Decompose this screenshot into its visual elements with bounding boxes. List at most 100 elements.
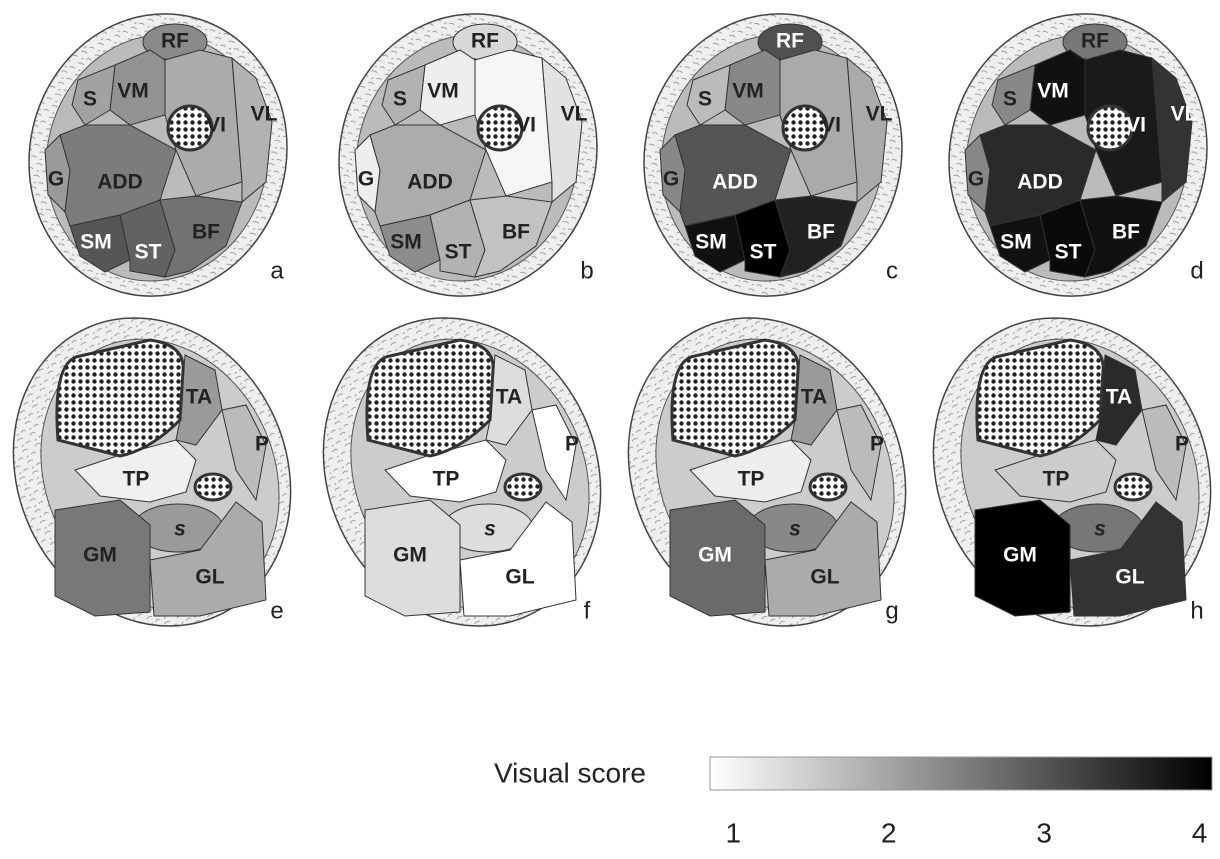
colorbar-tick-label: 3 (1036, 817, 1052, 848)
muscle (1069, 501, 1187, 617)
muscle (469, 195, 553, 278)
muscle-label: S (393, 88, 407, 111)
muscle-label: GM (698, 544, 732, 567)
muscle-label: P (870, 433, 884, 456)
colorbar-tick-label: 2 (881, 817, 897, 848)
muscle-label: ADD (97, 171, 143, 194)
muscle (379, 214, 441, 273)
tibia (55, 338, 185, 458)
fibula (1113, 472, 1153, 502)
muscle-label: SM (1000, 231, 1032, 254)
muscle-label: P (565, 433, 579, 456)
panels: RF VM S VI VL G ADD SM ST BF a RF VM S VI VL G ADD SM ST BF b… (12, 13, 1212, 627)
muscle-label: ST (445, 241, 472, 264)
panel-letter: g (885, 597, 898, 624)
muscle-label: TA (186, 386, 212, 409)
muscle (149, 501, 267, 617)
colorbar-ticks: 1 2 3 4 (726, 817, 1208, 848)
muscle-label: BF (502, 221, 530, 244)
muscle-label: TP (123, 468, 150, 491)
panel-letter: h (1190, 597, 1203, 624)
muscle (669, 499, 766, 617)
muscle-label: GL (195, 566, 224, 589)
cross-section: RF VM S VI VL G ADD SM ST BF c (643, 13, 903, 297)
muscle-label: GM (393, 544, 427, 567)
muscle-label: s (789, 518, 801, 541)
muscle-label: G (663, 168, 679, 191)
muscle-label: ADD (407, 171, 453, 194)
colorbar-bar (709, 756, 1213, 791)
muscle-label: SM (695, 231, 727, 254)
muscle-label: G (968, 168, 984, 191)
muscle (974, 499, 1071, 617)
muscle (846, 56, 888, 204)
cross-section: RF VM S VI VL G ADD SM ST BF b (338, 13, 598, 297)
panel-letter: e (270, 597, 283, 624)
muscle-label: S (83, 88, 97, 111)
cross-section: TA P TP s GM GL h (932, 317, 1212, 627)
muscle-label: SM (80, 231, 112, 254)
muscle-label: S (698, 88, 712, 111)
panel-letter: f (584, 597, 591, 624)
muscle (774, 195, 858, 278)
muscle-label: VI (821, 114, 841, 137)
cross-section: TA P TP s GM GL g (627, 317, 907, 627)
muscle-label: VM (1037, 80, 1069, 103)
tibia (365, 338, 495, 458)
panel-letter: d (1190, 257, 1203, 284)
cross-section: TA P TP s GM GL f (322, 317, 602, 627)
muscle-label: ST (1055, 241, 1082, 264)
colorbar-tick-label: 1 (726, 817, 742, 848)
muscle-label: TP (738, 468, 765, 491)
muscle-label: RF (1081, 30, 1109, 53)
muscle-label: BF (192, 221, 220, 244)
muscle (1151, 56, 1193, 204)
femur (166, 104, 214, 152)
femur (1086, 104, 1134, 152)
panel-letter: c (886, 257, 898, 284)
muscle-label: G (358, 168, 374, 191)
tibia (975, 338, 1105, 458)
muscle-label: TA (801, 386, 827, 409)
muscle-label: TP (433, 468, 460, 491)
muscle (991, 64, 1036, 126)
tibia (670, 338, 800, 458)
muscle-label: VI (1126, 114, 1146, 137)
muscle-label: VL (561, 103, 588, 126)
muscle (364, 499, 461, 617)
muscle-label: RF (161, 30, 189, 53)
muscle (836, 404, 882, 502)
muscle-label: s (484, 518, 496, 541)
muscle-label: VL (866, 103, 893, 126)
muscle-label: ST (750, 241, 777, 264)
muscle (684, 214, 746, 273)
muscle-label: RF (776, 30, 804, 53)
colorbar-tick-label: 4 (1192, 817, 1208, 848)
muscle-label: s (174, 518, 186, 541)
muscle (531, 404, 577, 502)
colorbar: Visual score 1 2 3 4 (494, 756, 1213, 848)
cross-section: RF VM S VI VL G ADD SM ST BF d (948, 13, 1208, 297)
cross-section: TA P TP s GM GL e (12, 317, 292, 627)
panel-letter: b (580, 257, 593, 284)
muscle-label: VM (117, 80, 149, 103)
muscle-label: GM (1003, 544, 1037, 567)
femur (476, 104, 524, 152)
muscle-label: ST (135, 241, 162, 264)
muscle-label: P (255, 433, 269, 456)
muscle-label: ADD (712, 171, 758, 194)
muscle (71, 64, 116, 126)
muscle-label: TP (1043, 468, 1070, 491)
muscle-label: G (48, 168, 64, 191)
fibula (503, 472, 543, 502)
muscle-label: VI (206, 114, 226, 137)
fibula (808, 472, 848, 502)
muscle-label: S (1003, 88, 1017, 111)
muscle-label: GM (83, 544, 117, 567)
panel-letter: a (270, 257, 284, 284)
muscle (54, 499, 151, 617)
muscle (159, 195, 243, 278)
muscle-label: TA (496, 386, 522, 409)
muscle-label: GL (505, 566, 534, 589)
